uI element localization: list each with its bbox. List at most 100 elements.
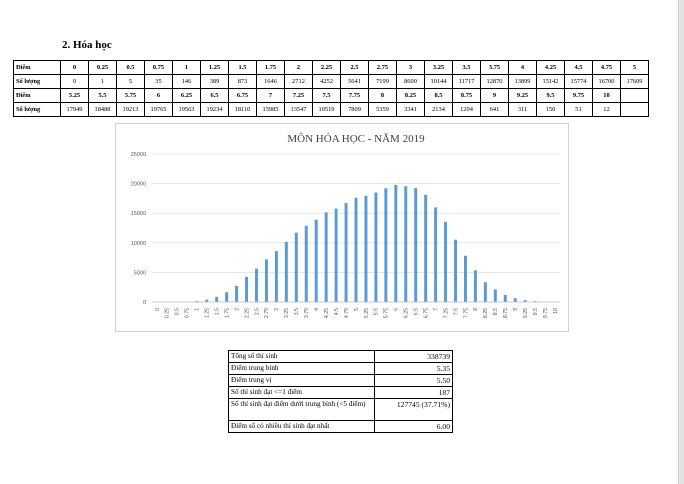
summary-statistics-table: Tổng số thí sinh 338739 Điểm trung bình 5.3…: [228, 350, 453, 433]
bar: [503, 294, 507, 302]
bar: [374, 192, 378, 302]
bar: [404, 186, 408, 302]
score-cell: 4: [508, 60, 537, 75]
summary-value: 187: [374, 386, 453, 399]
count-cell: 0: [60, 74, 89, 89]
x-tick-label: 7.25: [443, 308, 449, 318]
score-cell: 10: [592, 88, 621, 103]
count-cell: 8600: [396, 74, 425, 89]
score-cell: 9.25: [508, 88, 537, 103]
summary-label: Số thí sinh đạt <=1 điểm: [228, 386, 375, 399]
bar: [394, 184, 398, 302]
score-cell: 9: [480, 88, 509, 103]
score-cell: 3.25: [424, 60, 453, 75]
x-tick-label: 10: [553, 308, 559, 314]
x-tick-label: 7.75: [463, 308, 469, 318]
bar: [454, 239, 458, 302]
score-cell: 7.25: [284, 88, 313, 103]
bar: [314, 219, 318, 302]
bar: [424, 194, 428, 302]
x-tick-label: 4.25: [324, 308, 330, 318]
count-cell: 5: [116, 74, 145, 89]
x-tick-label: 2: [234, 308, 240, 311]
count-cell: 2134: [424, 102, 453, 117]
bar: [324, 212, 328, 302]
count-cell: 5641: [340, 74, 369, 89]
count-cell: 15142: [536, 74, 565, 89]
score-cell: 8.5: [424, 88, 453, 103]
x-tick-label: 0: [155, 308, 161, 311]
bar: [384, 188, 388, 302]
score-cell: 7: [256, 88, 285, 103]
score-cell: 4.5: [564, 60, 593, 75]
score-cell: 3: [396, 60, 425, 75]
bar: [215, 296, 219, 302]
count-cell: 18488: [88, 102, 117, 117]
x-tick-label: 3: [274, 308, 280, 311]
score-cell: 1: [172, 60, 201, 75]
bar: [354, 197, 358, 302]
bar: [304, 225, 308, 302]
score-cell: 8.25: [396, 88, 425, 103]
x-tick-label: 6.25: [404, 308, 410, 318]
count-cell: 641: [480, 102, 509, 117]
summary-row: Tổng số thí sinh 338739: [228, 350, 453, 363]
count-row-label: Số lượng: [13, 102, 61, 117]
summary-value: 338739: [374, 350, 453, 363]
x-tick-label: 8.5: [493, 308, 499, 315]
x-tick-label: 5: [354, 308, 360, 311]
summary-value: 6.00: [374, 420, 453, 433]
x-tick-label: 9: [513, 308, 519, 311]
count-cell: 19234: [200, 102, 229, 117]
score-cell: 2.25: [312, 60, 341, 75]
bar: [334, 208, 338, 302]
score-cell: 8: [368, 88, 397, 103]
summary-row: Điểm trung bình 5.35: [228, 362, 453, 375]
x-tick-label: 0.25: [165, 308, 171, 318]
bar: [205, 299, 209, 302]
bar: [523, 300, 527, 302]
score-cell: 2: [284, 60, 313, 75]
score-cell: 5.25: [60, 88, 89, 103]
count-row-label: Số lượng: [13, 74, 61, 89]
bar: [493, 289, 497, 302]
bar: [225, 292, 229, 302]
x-tick-label: 1.75: [224, 308, 230, 318]
y-tick-label: 25000: [131, 152, 146, 158]
x-tick-label: 5.5: [374, 308, 380, 315]
x-tick-label: 3.5: [294, 308, 300, 315]
score-cell: 3.75: [480, 60, 509, 75]
score-cell: 2.75: [368, 60, 397, 75]
score-cell: 6.25: [172, 88, 201, 103]
summary-row: Điểm số có nhiều thí sinh đạt nhất 6.00: [228, 420, 453, 433]
count-cell: 311: [508, 102, 537, 117]
x-tick-label: 1: [195, 308, 201, 311]
count-cell: 13899: [508, 74, 537, 89]
count-cell: 1204: [452, 102, 481, 117]
count-cell: 1: [88, 74, 117, 89]
count-cell: 19563: [172, 102, 201, 117]
count-cell: 146: [172, 74, 201, 89]
bar: [274, 251, 278, 302]
section-heading: 2. Hóa học: [62, 39, 112, 51]
x-tick-label: 2.25: [244, 308, 250, 318]
count-cell: 7199: [368, 74, 397, 89]
x-tick-label: 8.25: [483, 308, 489, 318]
chart-svg: MÔN HÓA HỌC - NĂM 2019050001000015000200…: [131, 133, 560, 318]
bar: [245, 276, 249, 302]
score-row: Điểm 0 0.25 0.5 0.75 1 1.25 1.5 1.75 2 2.25 2.5 2.75…: [13, 60, 649, 75]
count-cell: 10144: [424, 74, 453, 89]
score-cell: 4.25: [536, 60, 565, 75]
summary-label: Điểm trung bình: [228, 362, 375, 375]
summary-row: Số thí sinh đạt điểm dưới trung bình (<5…: [228, 398, 453, 421]
y-tick-label: 20000: [131, 182, 146, 188]
count-cell: 19765: [144, 102, 173, 117]
summary-value: 127745 (37.71%): [374, 398, 453, 421]
count-cell: 2712: [284, 74, 313, 89]
count-row: Số lượng 0 1 5 35 146 389 873 1646 2712 4252 5641 71…: [13, 74, 649, 89]
score-cell: 5.75: [116, 88, 145, 103]
summary-value: 5.50: [374, 374, 453, 387]
score-cell: 5.5: [88, 88, 117, 103]
count-cell: 3341: [396, 102, 425, 117]
bar: [473, 270, 477, 302]
